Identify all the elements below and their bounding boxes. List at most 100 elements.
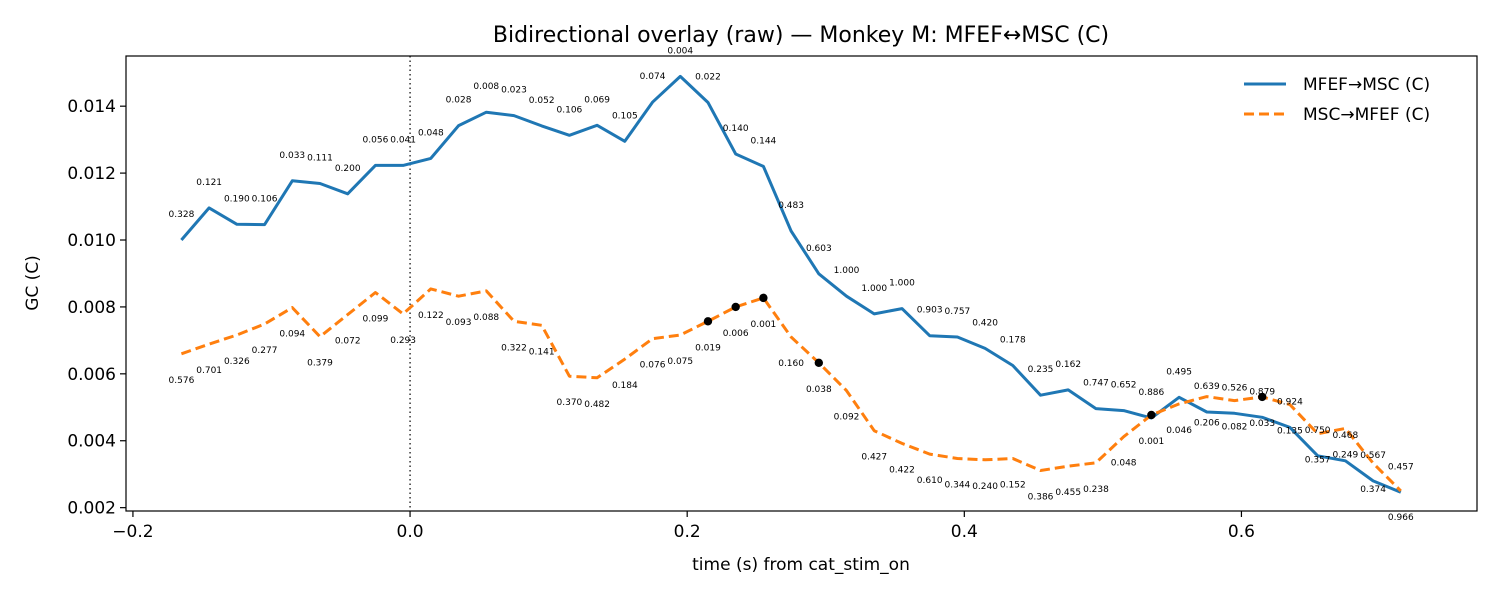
point-label-msc-mfef: 0.122 bbox=[418, 311, 444, 321]
point-label-msc-mfef: 0.019 bbox=[695, 343, 721, 353]
point-label-mfef-msc: 0.495 bbox=[1166, 367, 1192, 377]
y-tick-label: 0.002 bbox=[67, 499, 116, 519]
y-tick-label: 0.014 bbox=[67, 97, 116, 117]
point-label-mfef-msc: 0.023 bbox=[501, 86, 527, 96]
point-label-mfef-msc: 0.106 bbox=[557, 105, 583, 115]
point-label-mfef-msc: 0.639 bbox=[1194, 382, 1220, 392]
point-label-msc-mfef: 0.326 bbox=[224, 357, 250, 367]
point-label-mfef-msc: 0.924 bbox=[1277, 397, 1303, 407]
chart-title: Bidirectional overlay (raw) — Monkey M: … bbox=[493, 23, 1109, 48]
significance-marker bbox=[814, 358, 824, 367]
point-label-mfef-msc: 0.144 bbox=[751, 136, 777, 146]
point-label-mfef-msc: 0.328 bbox=[169, 210, 195, 220]
point-label-msc-mfef: 0.322 bbox=[501, 343, 527, 353]
point-label-msc-mfef: 0.249 bbox=[1332, 450, 1358, 460]
point-label-msc-mfef: 0.038 bbox=[806, 385, 832, 395]
legend-label-mfef-msc: MFEF→MSC (C) bbox=[1303, 75, 1430, 95]
significance-marker bbox=[1147, 410, 1156, 420]
point-label-mfef-msc: 1.000 bbox=[889, 279, 915, 289]
point-label-msc-mfef: 0.141 bbox=[529, 347, 555, 357]
series-line-msc-mfef bbox=[180, 287, 1402, 492]
y-tick-label: 0.010 bbox=[67, 231, 116, 251]
point-label-mfef-msc: 0.004 bbox=[667, 46, 693, 56]
x-axis-label: time (s) from cat_stim_on bbox=[692, 555, 910, 575]
point-label-msc-mfef: 0.238 bbox=[1083, 485, 1109, 495]
point-label-msc-mfef: 0.455 bbox=[1055, 488, 1081, 498]
point-label-msc-mfef: 0.427 bbox=[861, 453, 887, 463]
point-label-msc-mfef: 0.033 bbox=[1249, 419, 1275, 429]
point-label-mfef-msc: 0.162 bbox=[1055, 360, 1081, 370]
point-label-msc-mfef: 0.075 bbox=[667, 357, 693, 367]
point-label-mfef-msc: 0.750 bbox=[1305, 426, 1331, 436]
point-label-mfef-msc: 0.190 bbox=[224, 194, 250, 204]
y-axis-label: GC (C) bbox=[23, 255, 43, 311]
axes: −0.2 0.0 0.2 0.4 0.6 0.002 0.004 0.006 0.008 0.01… bbox=[67, 97, 1255, 542]
point-label-msc-mfef: 0.082 bbox=[1222, 423, 1248, 433]
point-label-mfef-msc: 0.069 bbox=[584, 95, 610, 105]
point-label-msc-mfef: 0.277 bbox=[252, 346, 278, 356]
point-label-msc-mfef: 0.094 bbox=[279, 330, 305, 340]
point-label-msc-mfef: 0.386 bbox=[1028, 493, 1054, 503]
point-label-mfef-msc: 0.200 bbox=[335, 164, 361, 174]
point-label-mfef-msc: 0.028 bbox=[446, 96, 472, 106]
point-label-msc-mfef: 0.072 bbox=[335, 337, 361, 347]
point-label-mfef-msc: 0.106 bbox=[252, 195, 278, 205]
significance-marker bbox=[703, 317, 713, 326]
point-label-msc-mfef: 0.379 bbox=[307, 359, 333, 369]
point-label-mfef-msc: 0.420 bbox=[972, 318, 998, 328]
point-label-msc-mfef: 0.370 bbox=[557, 398, 583, 408]
point-label-mfef-msc: 0.105 bbox=[612, 111, 638, 121]
point-label-mfef-msc: 0.074 bbox=[640, 72, 666, 82]
point-label-mfef-msc: 0.483 bbox=[778, 201, 804, 211]
point-label-mfef-msc: 0.052 bbox=[529, 96, 555, 106]
point-label-msc-mfef: 0.240 bbox=[972, 482, 998, 492]
point-label-msc-mfef: 0.048 bbox=[1111, 459, 1137, 469]
point-label-msc-mfef: 0.001 bbox=[751, 320, 777, 330]
point-label-mfef-msc: 0.652 bbox=[1111, 381, 1137, 391]
significance-marker bbox=[731, 302, 740, 312]
point-label-mfef-msc: 0.757 bbox=[945, 307, 971, 317]
point-label-mfef-msc: 0.111 bbox=[307, 153, 333, 163]
point-label-mfef-msc: 0.457 bbox=[1388, 462, 1414, 472]
point-label-msc-mfef: 0.293 bbox=[390, 336, 416, 346]
point-label-mfef-msc: 0.178 bbox=[1000, 335, 1026, 345]
plot-frame bbox=[125, 55, 1478, 512]
point-label-msc-mfef: 0.093 bbox=[446, 318, 472, 328]
x-tick-label: −0.2 bbox=[112, 522, 153, 542]
point-label-mfef-msc: 0.041 bbox=[390, 135, 416, 145]
x-tick-label: 0.6 bbox=[1228, 522, 1255, 542]
point-label-msc-mfef: 0.006 bbox=[723, 329, 749, 339]
point-label-msc-mfef: 0.374 bbox=[1360, 485, 1386, 495]
point-label-msc-mfef: 0.152 bbox=[1000, 480, 1026, 490]
point-label-msc-mfef: 0.001 bbox=[1138, 437, 1164, 447]
point-label-mfef-msc: 0.140 bbox=[723, 124, 749, 134]
point-label-msc-mfef: 0.099 bbox=[363, 315, 389, 325]
point-label-msc-mfef: 0.482 bbox=[584, 400, 610, 410]
point-label-msc-mfef: 0.701 bbox=[196, 366, 222, 376]
point-label-msc-mfef: 0.160 bbox=[778, 359, 804, 369]
point-label-mfef-msc: 0.235 bbox=[1028, 365, 1054, 375]
significance-marker bbox=[759, 293, 768, 303]
point-label-mfef-msc: 0.022 bbox=[695, 73, 721, 83]
legend: MFEF→MSC (C) MSC→MFEF (C) bbox=[1244, 75, 1430, 125]
point-label-msc-mfef: 0.092 bbox=[834, 413, 860, 423]
point-label-msc-mfef: 0.184 bbox=[612, 381, 638, 391]
point-label-mfef-msc: 0.567 bbox=[1360, 451, 1386, 461]
point-label-mfef-msc: 0.033 bbox=[279, 151, 305, 161]
point-label-msc-mfef: 0.422 bbox=[889, 465, 915, 475]
series-line-mfef-msc bbox=[180, 74, 1402, 494]
point-label-msc-mfef: 0.966 bbox=[1388, 513, 1414, 523]
point-label-mfef-msc: 0.008 bbox=[473, 82, 499, 92]
y-tick-label: 0.012 bbox=[67, 164, 116, 184]
point-label-msc-mfef: 0.344 bbox=[945, 480, 971, 490]
point-label-msc-mfef: 0.046 bbox=[1166, 426, 1192, 436]
point-label-msc-mfef: 0.610 bbox=[917, 476, 943, 486]
point-label-msc-mfef: 0.135 bbox=[1277, 427, 1303, 437]
x-tick-label: 0.4 bbox=[951, 522, 978, 542]
point-label-mfef-msc: 0.886 bbox=[1138, 388, 1164, 398]
point-label-msc-mfef: 0.076 bbox=[640, 361, 666, 371]
point-label-mfef-msc: 0.468 bbox=[1332, 431, 1358, 441]
